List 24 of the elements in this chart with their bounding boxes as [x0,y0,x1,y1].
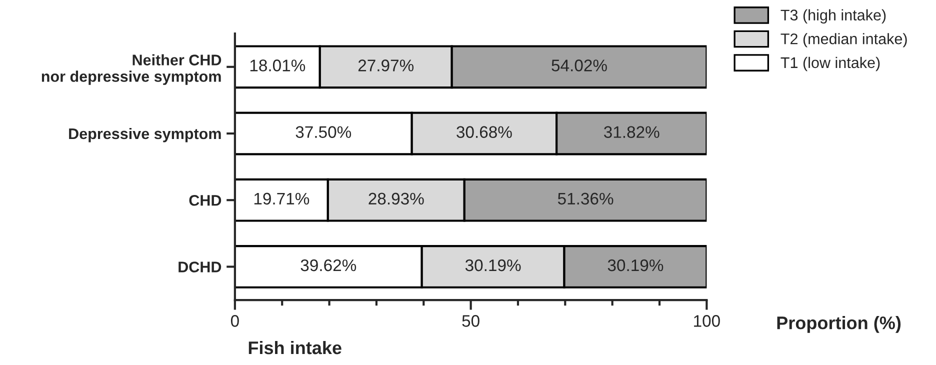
x-tick-label: 100 [694,315,720,327]
data-label: 54.02% [552,60,607,72]
y-tick-label: Neither CHD nor depressive symptom [42,54,222,85]
y-tick-label: CHD [189,194,222,206]
data-label: 27.97% [358,60,414,72]
data-label: 30.19% [465,259,521,272]
legend-label: T1 (low intake) [780,56,880,72]
data-label: 18.01% [250,60,306,72]
x-tick-label: 50 [462,315,480,327]
legend-label: T3 (high intake) [780,9,886,24]
data-label: 19.71% [254,192,310,205]
x-axis-title: Proportion (%) [777,316,901,333]
data-label: 51.36% [558,192,614,205]
legend-label: T2 (median intake) [780,33,907,48]
y-tick-label: Depressive symptom [69,128,221,142]
data-label: 31.82% [604,126,660,138]
data-label: 39.62% [300,259,356,272]
data-label: 30.68% [456,126,512,138]
data-label: 28.93% [368,192,424,205]
x-tick-label: 0 [230,315,239,327]
y-tick-label: DCHD [178,262,222,272]
text: Fish intake [248,340,342,354]
data-label: 37.50% [296,126,352,138]
data-label: 30.19% [608,259,664,272]
